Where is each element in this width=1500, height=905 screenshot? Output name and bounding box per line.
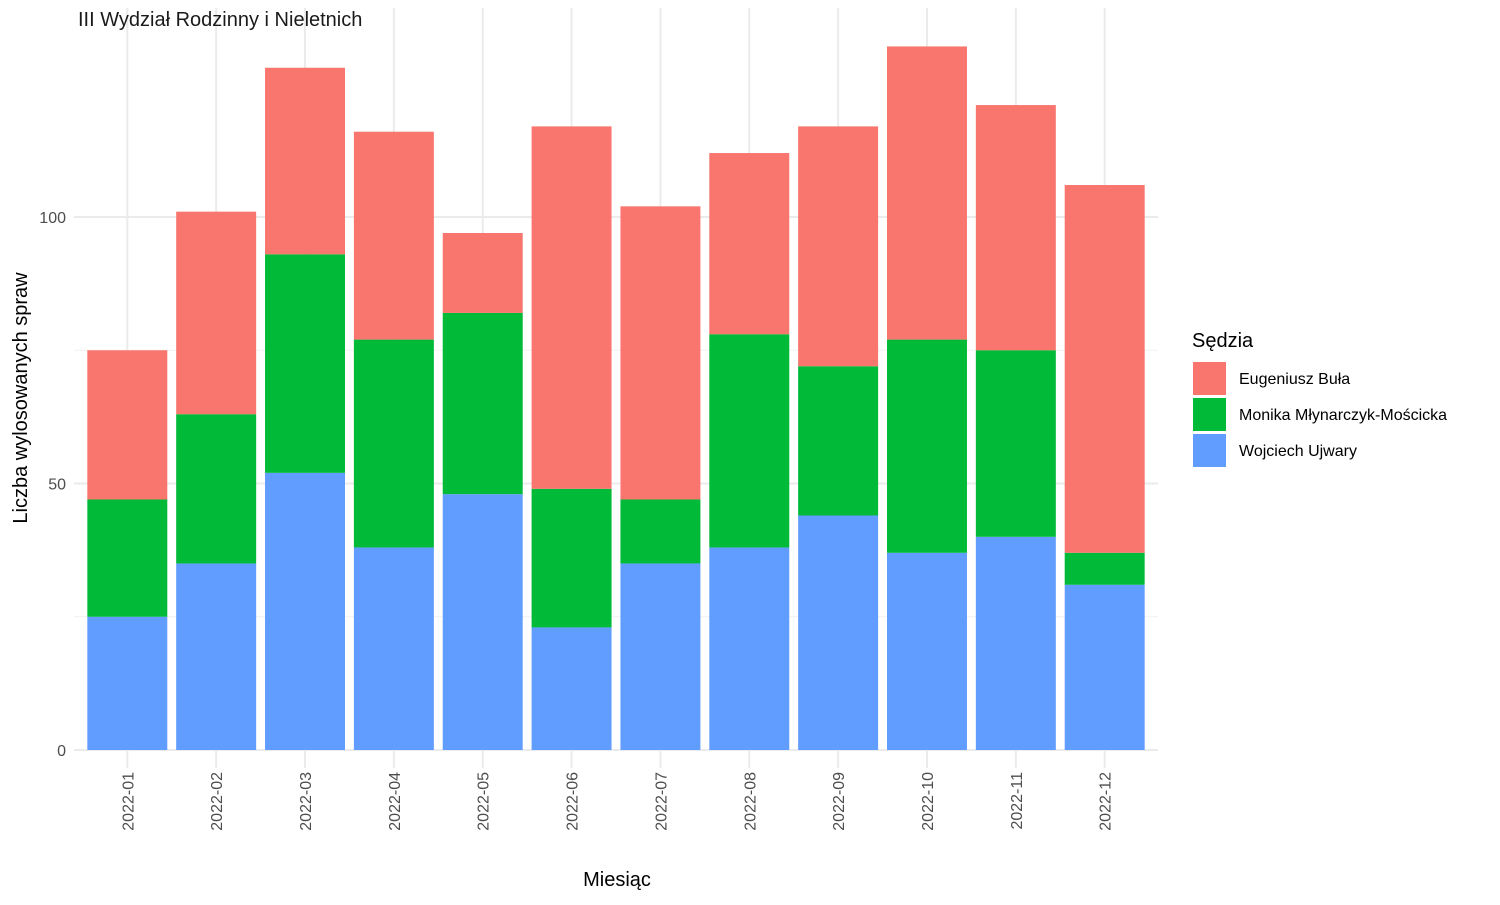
bar-segment xyxy=(887,46,967,340)
x-tick-label: 2022-12 xyxy=(1098,772,1115,831)
legend-swatch xyxy=(1193,398,1226,431)
bar-segment xyxy=(531,488,612,628)
bar-segment xyxy=(531,126,612,489)
x-tick-label: 2022-02 xyxy=(209,772,226,831)
x-tick-label: 2022-06 xyxy=(565,772,582,831)
bar-segment xyxy=(87,616,168,750)
bar-segment xyxy=(1064,185,1145,553)
bar-segment xyxy=(887,339,967,553)
y-tick-label: 50 xyxy=(48,477,66,494)
bar-segment xyxy=(798,126,879,367)
bar-segment xyxy=(353,131,434,340)
bar-segment xyxy=(265,67,345,255)
bar-segment xyxy=(709,334,790,548)
bar-segment xyxy=(1064,552,1145,585)
y-tick-label: 100 xyxy=(39,210,66,227)
x-tick-label: 2022-08 xyxy=(742,772,759,831)
bar-segment xyxy=(709,547,790,750)
x-tick-label: 2022-05 xyxy=(476,772,493,831)
bar-segment xyxy=(620,499,701,564)
x-tick-label: 2022-03 xyxy=(298,772,315,831)
legend: Sędzia Eugeniusz Buła Monika Młynarczyk-M… xyxy=(1192,330,1447,467)
x-tick-label: 2022-07 xyxy=(653,772,670,831)
legend-title: Sędzia xyxy=(1192,330,1254,352)
bar-segment xyxy=(1064,584,1145,750)
x-tick-label: 2022-04 xyxy=(387,772,404,831)
bar-segment xyxy=(176,211,257,415)
bar-segment xyxy=(265,254,345,473)
bar-segment xyxy=(176,563,257,750)
y-tick-label: 0 xyxy=(57,743,66,760)
axes-layer: 0 50 100 2022-01 2022-02 2022-03 2022-04 2022-0… xyxy=(39,210,1114,831)
bar-segment xyxy=(442,312,523,495)
bar-segment xyxy=(887,552,967,750)
bar-segment xyxy=(975,536,1056,750)
bar-segment xyxy=(620,206,701,500)
bars-layer xyxy=(87,46,1145,750)
x-axis-title: Miesiąc xyxy=(583,869,651,891)
bar-segment xyxy=(709,153,790,335)
x-tick-label: 2022-10 xyxy=(920,772,937,831)
bar-segment xyxy=(531,627,612,750)
x-tick-label: 2022-09 xyxy=(831,772,848,831)
x-tick-label: 2022-11 xyxy=(1009,772,1026,830)
bar-segment xyxy=(265,472,345,750)
legend-label: Eugeniusz Buła xyxy=(1239,371,1350,388)
bar-segment xyxy=(442,232,523,313)
legend-swatch xyxy=(1193,434,1226,467)
legend-items: Eugeniusz Buła Monika Młynarczyk-Mościcka… xyxy=(1193,362,1447,467)
bar-segment xyxy=(87,350,168,500)
chart-title: III Wydział Rodzinny i Nieletnich xyxy=(78,9,362,31)
bar-segment xyxy=(798,515,879,750)
bar-segment xyxy=(353,547,434,750)
bar-segment xyxy=(87,499,168,617)
legend-label: Monika Młynarczyk-Mościcka xyxy=(1239,407,1447,424)
bar-segment xyxy=(176,414,257,564)
bar-segment xyxy=(798,366,879,516)
x-tick-label: 2022-01 xyxy=(120,772,137,831)
legend-swatch xyxy=(1193,362,1226,395)
y-axis-title: Liczba wylosowanych spraw xyxy=(10,272,32,524)
bar-segment xyxy=(620,563,701,750)
bar-segment xyxy=(442,494,523,750)
bar-segment xyxy=(975,105,1056,351)
bar-segment xyxy=(353,339,434,548)
legend-label: Wojciech Ujwary xyxy=(1239,443,1357,460)
bar-segment xyxy=(975,350,1056,537)
